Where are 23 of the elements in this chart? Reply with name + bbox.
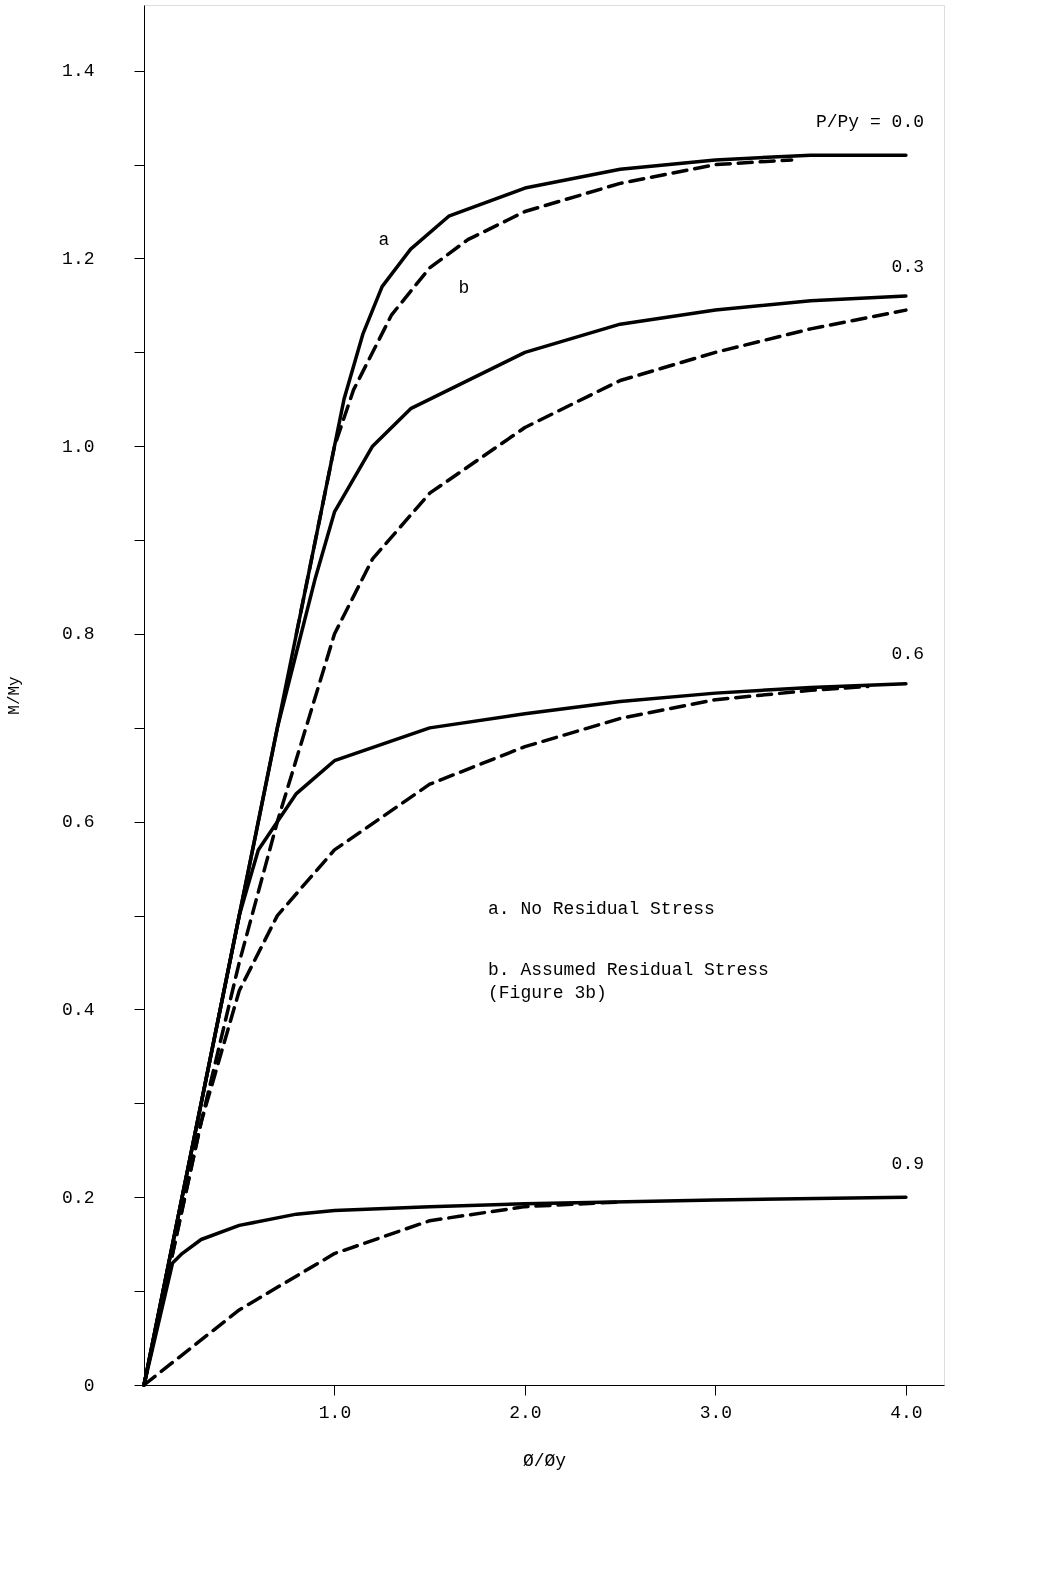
y-tick-label: 1.0 <box>62 436 95 457</box>
x-tick-label: 3.0 <box>699 1402 733 1423</box>
x-tick-label: 4.0 <box>890 1402 923 1423</box>
y-tick-label: 1.2 <box>62 248 95 269</box>
y-axis-title: M/My <box>6 675 25 715</box>
annotation: a. No Residual Stress <box>488 898 715 919</box>
y-tick-label: 0.2 <box>62 1187 95 1208</box>
annotation: b. Assumed Residual Stress <box>488 959 769 980</box>
annotation: 0.3 <box>891 257 924 278</box>
annotation: b <box>458 277 470 298</box>
annotation: 0.6 <box>891 643 924 664</box>
y-tick-label: 0.8 <box>62 624 95 645</box>
annotation: P/Py = 0.0 <box>815 112 924 133</box>
y-tick-label: 0 <box>83 1375 95 1396</box>
annotation: (Figure 3b) <box>488 983 607 1004</box>
annotation: 0.9 <box>891 1154 924 1175</box>
annotation: a <box>378 229 390 250</box>
x-tick-label: 1.0 <box>318 1402 352 1423</box>
y-tick-label: 1.4 <box>62 61 95 82</box>
x-tick-label: 2.0 <box>509 1402 542 1423</box>
y-tick-label: 0.4 <box>62 999 95 1020</box>
y-tick-label: 0.6 <box>62 812 95 833</box>
x-axis-title: Ø/Øy <box>522 1450 567 1471</box>
